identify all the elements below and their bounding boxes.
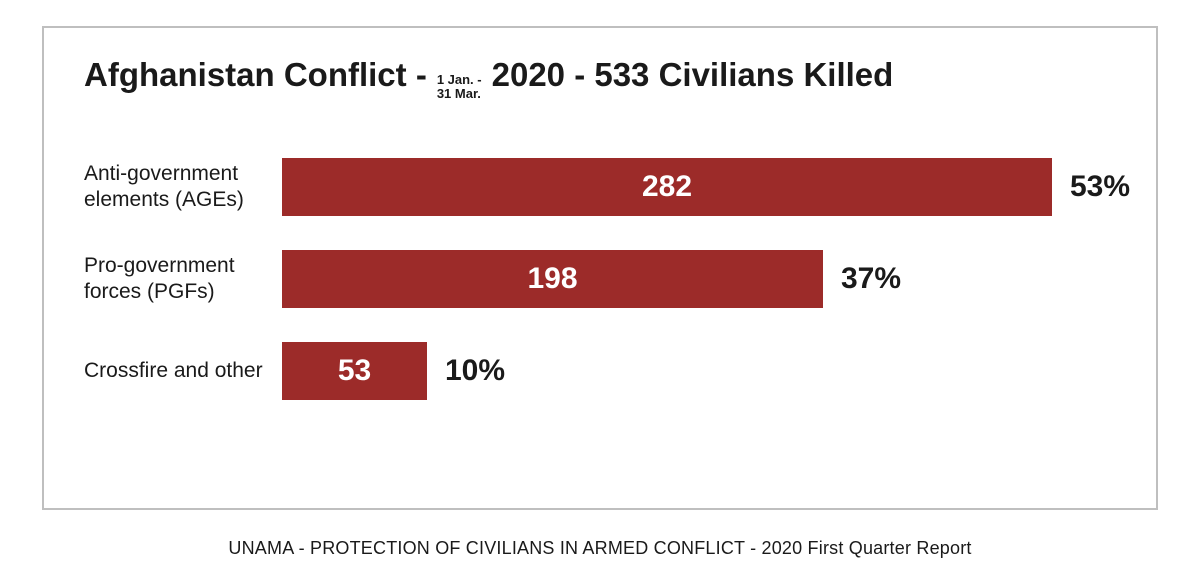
title-date-bottom: 31 Mar. bbox=[437, 87, 482, 101]
bar-label: Crossfire and other bbox=[84, 358, 282, 384]
bar-label: Anti-government elements (AGEs) bbox=[84, 161, 282, 214]
bar-wrap: 198 37% bbox=[282, 250, 1116, 308]
bar-pct: 37% bbox=[841, 262, 901, 296]
bar-pct: 53% bbox=[1070, 170, 1130, 204]
bar-wrap: 282 53% bbox=[282, 158, 1130, 216]
title-part-b: 2020 - 533 Civilians Killed bbox=[492, 56, 894, 94]
bar: 198 bbox=[282, 250, 823, 308]
title-date-range: 1 Jan. - 31 Mar. bbox=[437, 73, 482, 100]
title-part-a: Afghanistan Conflict - bbox=[84, 56, 427, 94]
bar-wrap: 53 10% bbox=[282, 342, 1116, 400]
title-date-top: 1 Jan. - bbox=[437, 73, 482, 87]
chart-frame: Afghanistan Conflict - 1 Jan. - 31 Mar. … bbox=[42, 26, 1158, 510]
chart-title: Afghanistan Conflict - 1 Jan. - 31 Mar. … bbox=[84, 56, 1116, 102]
bar-label: Pro-government forces (PGFs) bbox=[84, 253, 282, 306]
footer-caption: UNAMA - PROTECTION OF CIVILIANS IN ARMED… bbox=[0, 538, 1200, 559]
bar: 282 bbox=[282, 158, 1052, 216]
bar-pct: 10% bbox=[445, 354, 505, 388]
bar-row: Anti-government elements (AGEs) 282 53% bbox=[84, 158, 1116, 216]
bar-row: Pro-government forces (PGFs) 198 37% bbox=[84, 250, 1116, 308]
bar: 53 bbox=[282, 342, 427, 400]
bar-chart: Anti-government elements (AGEs) 282 53% … bbox=[84, 158, 1116, 400]
bar-row: Crossfire and other 53 10% bbox=[84, 342, 1116, 400]
